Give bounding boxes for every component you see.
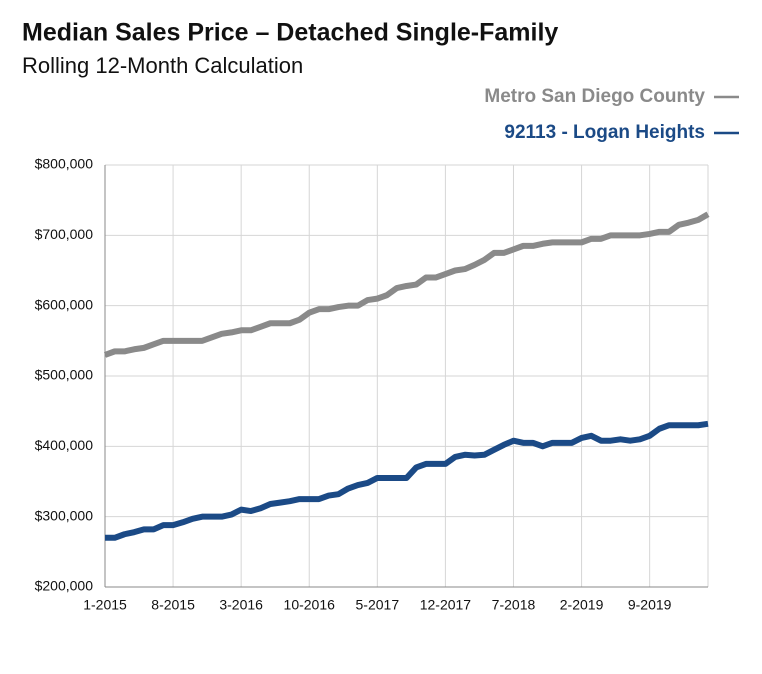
y-tick-label: $200,000 [35,578,94,594]
x-tick-label: 5-2017 [356,597,400,613]
x-tick-label: 9-2019 [628,597,672,613]
x-tick-label: 7-2018 [492,597,536,613]
x-tick-label: 12-2017 [420,597,472,613]
series-line [103,211,710,358]
legend-label: 92113 - Logan Heights [504,122,705,143]
legend-label: Metro San Diego County [484,86,705,107]
x-tick-label: 10-2016 [284,597,336,613]
y-tick-label: $300,000 [35,507,94,523]
y-tick-label: $600,000 [35,296,94,312]
chart-title: Median Sales Price – Detached Single-Fam… [22,19,558,47]
series-line [105,420,709,541]
y-tick-label: $400,000 [35,437,94,453]
y-tick-label: $800,000 [35,156,94,172]
x-tick-label: 2-2019 [560,597,604,613]
x-tick-label: 3-2016 [219,597,263,613]
x-tick-label: 8-2015 [151,597,195,613]
x-tick-label: 1-2015 [83,597,127,613]
y-tick-label: $500,000 [35,367,94,383]
y-tick-label: $700,000 [35,226,94,242]
chart-subtitle: Rolling 12-Month Calculation [22,53,303,78]
